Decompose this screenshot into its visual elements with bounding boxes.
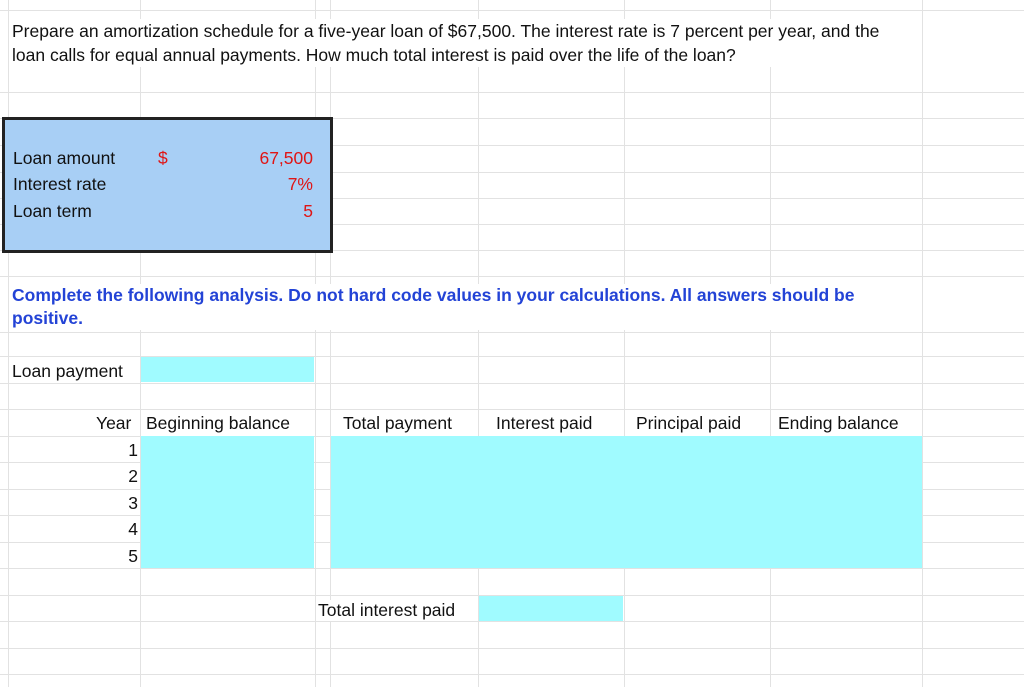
grid-line [0,276,1024,277]
grid-line [140,0,141,687]
grid-line [0,332,1024,333]
grid-line [0,621,1024,622]
loan-term-value[interactable]: 5 [303,201,313,221]
year-1: 1 [128,440,138,460]
interest-rate-label: Interest rate [13,174,107,194]
loan-amount-currency: $ [158,148,168,168]
grid-line [0,250,1024,251]
grid-line [0,409,1024,410]
instruction-text: Complete the following analysis. Do not … [12,284,912,330]
header-total-payment: Total payment [343,413,452,434]
year-4: 4 [128,519,138,539]
loan-payment-label: Loan payment [12,361,123,382]
given-values-box: Loan amount $ 67,500 Interest rate 7% Lo… [2,117,333,253]
grid-line [624,0,625,687]
total-interest-label: Total interest paid [318,600,456,621]
grid-line [0,383,1024,384]
loan-amount-value[interactable]: 67,500 [259,148,313,168]
grid-line [0,198,1024,199]
year-5: 5 [128,546,138,566]
header-year: Year [96,413,132,434]
header-beginning-balance: Beginning balance [146,413,291,434]
interest-rate-row: Interest rate 7% [13,174,323,200]
header-interest-paid: Interest paid [496,413,593,434]
grid-line [315,0,316,687]
grid-line [0,172,1024,173]
loan-amount-label: Loan amount [13,148,116,168]
grid-line [0,595,1024,596]
loan-term-label: Loan term [13,201,92,221]
grid-line [0,568,1024,569]
grid-line [0,356,1024,357]
header-ending-balance: Ending balance [778,413,899,434]
grid-line [0,674,1024,675]
grid-line [0,92,1024,93]
grid-line [478,0,479,687]
grid-line [330,0,331,687]
question-text: Prepare an amortization schedule for a f… [12,19,912,67]
grid-line [0,145,1024,146]
loan-payment-input[interactable] [141,357,314,382]
grid-line [0,648,1024,649]
grid-line [770,0,771,687]
grid-line [0,10,1024,11]
grid-line [8,0,9,687]
header-principal-paid: Principal paid [636,413,742,434]
grid-line [0,224,1024,225]
total-interest-input[interactable] [479,596,623,621]
loan-amount-row: Loan amount $ 67,500 [13,148,323,174]
interest-rate-value[interactable]: 7% [287,174,313,194]
schedule-inputs[interactable] [331,436,922,568]
grid-line [0,118,1024,119]
grid-line [922,0,923,687]
beginning-balance-inputs[interactable] [141,436,314,568]
year-3: 3 [128,493,138,513]
loan-term-row: Loan term 5 [13,201,323,227]
year-2: 2 [128,466,138,486]
